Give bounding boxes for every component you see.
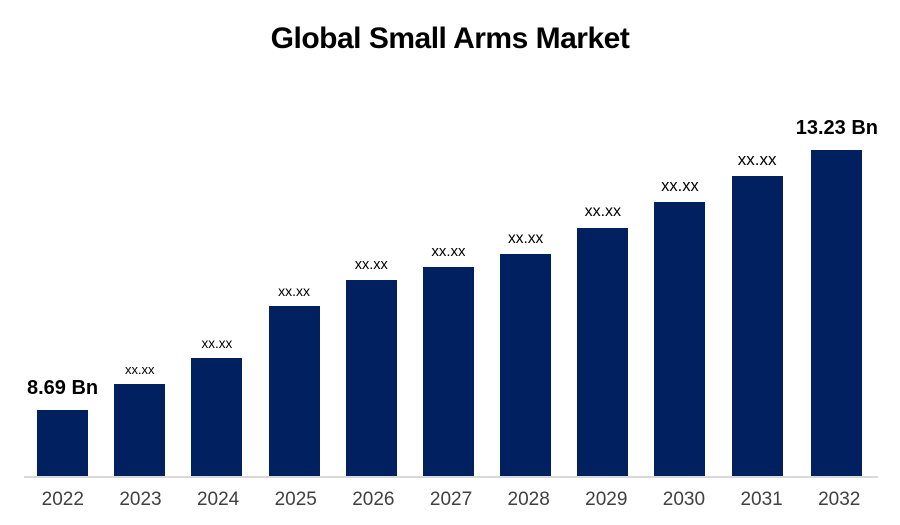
data-label-2030: xx.xx (661, 176, 699, 195)
bar-2026 (345, 280, 397, 476)
bar-column-2029: xx.xx (564, 0, 641, 478)
bar-2028 (500, 254, 552, 476)
bar-2022 (37, 410, 89, 476)
bar-column-2027: xx.xx (410, 0, 487, 478)
plot-area: 8.69 Bn xx.xx xx.xx xx.xx xx.xx xx.xx xx.xx xx.… (24, 0, 878, 478)
data-label-2026: xx.xx (354, 256, 388, 273)
data-label-2024: xx.xx (201, 335, 233, 351)
x-axis-label-2022: 2022 (41, 489, 84, 510)
bar-column-2023: xx.xx (101, 0, 178, 478)
data-label-2028: xx.xx (507, 229, 544, 247)
x-axis-label-2026: 2026 (352, 489, 395, 510)
bar-column-2022: 8.69 Bn (24, 0, 101, 478)
bar-2029 (577, 228, 629, 476)
bar-2025 (268, 306, 320, 476)
data-label-2032: 13.23 Bn (795, 117, 878, 139)
x-axis-label-2029: 2029 (585, 489, 628, 510)
bar-2032 (811, 150, 863, 476)
data-label-2027: xx.xx (431, 243, 466, 260)
bar-2023 (114, 384, 166, 476)
x-axis-label-2032: 2032 (818, 489, 861, 510)
bar-2024 (191, 358, 243, 476)
data-label-2031: xx.xx (737, 150, 777, 169)
bar-2027 (422, 267, 474, 476)
data-label-2023: xx.xx (124, 362, 155, 377)
bar-column-2030: xx.xx (641, 0, 718, 478)
bar-column-2031: xx.xx (719, 0, 796, 478)
bar-column-2032: 13.23 Bn (796, 0, 878, 478)
x-axis-label-2024: 2024 (196, 489, 240, 510)
data-label-2029: xx.xx (584, 203, 622, 220)
data-label-2022: 8.69 Bn (27, 377, 99, 399)
x-axis-label-2031: 2031 (740, 489, 783, 510)
x-axis-line (24, 476, 878, 478)
bar-column-2028: xx.xx (487, 0, 564, 478)
x-axis-label-2023: 2023 (119, 489, 162, 510)
chart-title: Global Small Arms Market (270, 22, 630, 55)
x-axis-label-2030: 2030 (662, 489, 706, 510)
bar-column-2026: xx.xx (333, 0, 410, 478)
data-label-2025: xx.xx (278, 283, 311, 299)
x-axis-label-2025: 2025 (274, 489, 317, 510)
x-axis-label-2028: 2028 (507, 489, 550, 510)
bar-2031 (731, 176, 783, 476)
x-axis-labels: 2022 2023 2024 2025 2026 2027 2028 2029 2030 2031… (24, 490, 878, 509)
bar-column-2024: xx.xx (178, 0, 255, 478)
bar-column-2025: xx.xx (256, 0, 333, 478)
bar-columns: 8.69 Bn xx.xx xx.xx xx.xx xx.xx xx.xx xx.xx xx.… (24, 0, 878, 478)
bar-2030 (654, 202, 706, 476)
x-axis-label-2027: 2027 (429, 489, 473, 510)
